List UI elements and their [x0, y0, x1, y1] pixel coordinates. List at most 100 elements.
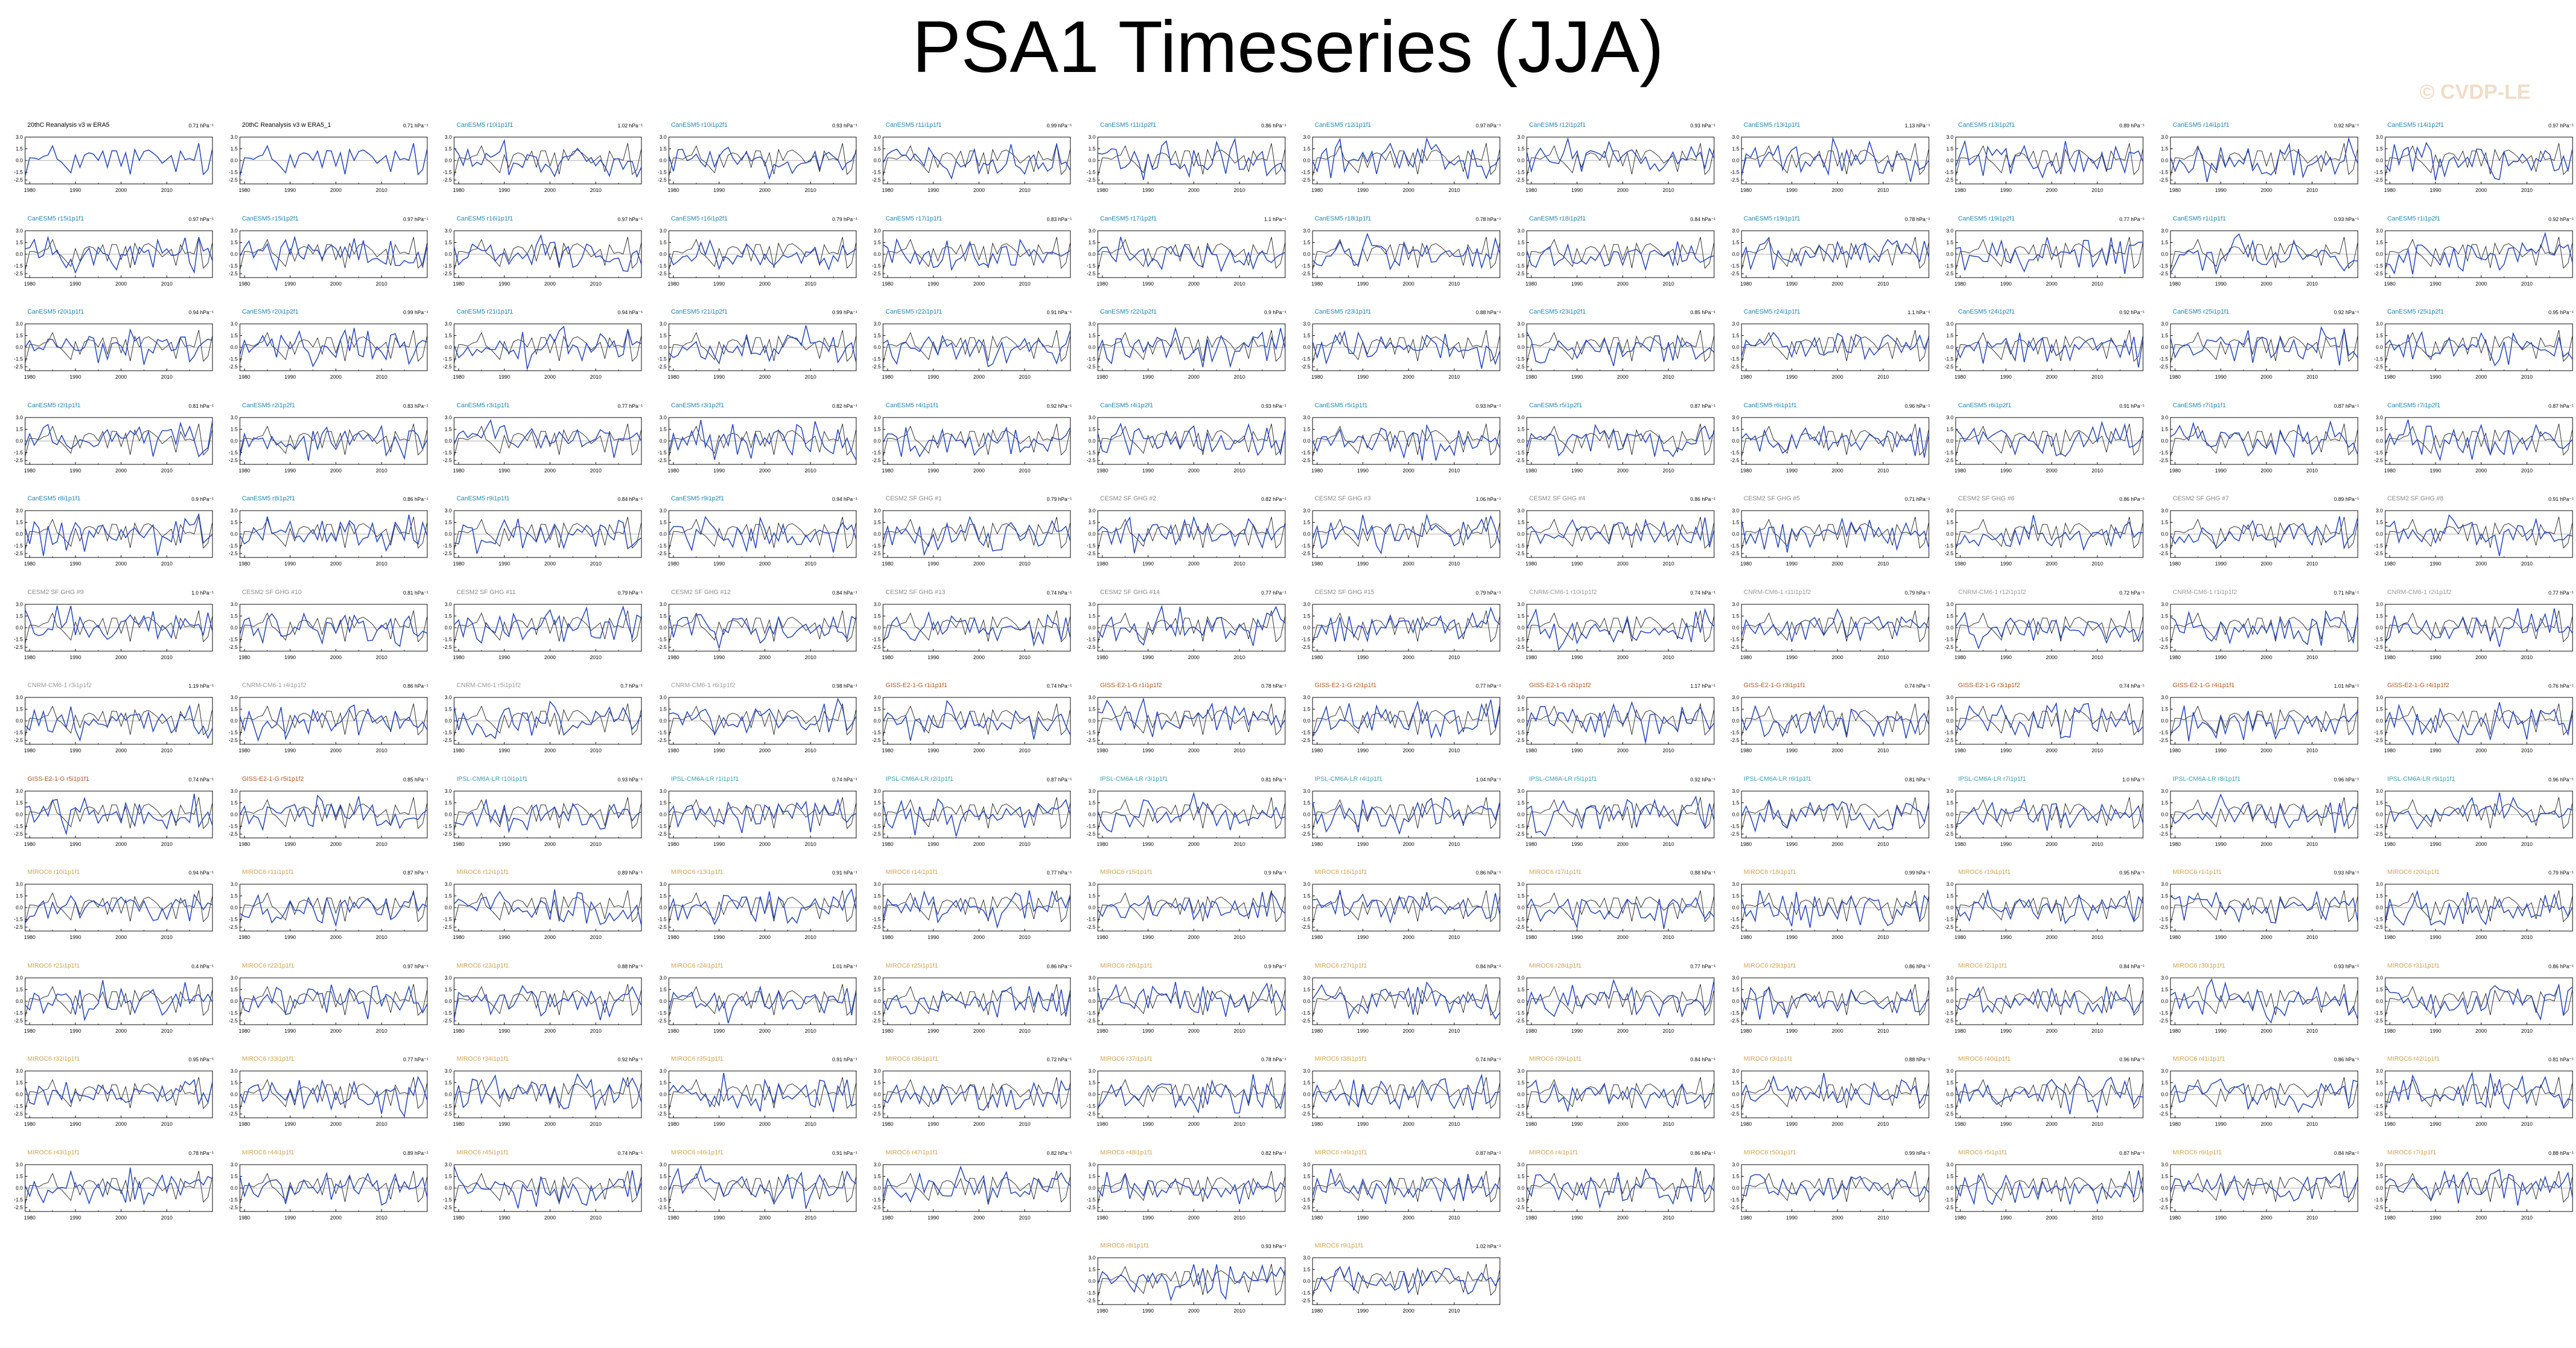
y-tick-label: 0.0	[1518, 1092, 1525, 1097]
panel-value: 1.01 hPa⁻¹	[2334, 683, 2359, 689]
x-tick-label: 2010	[1663, 934, 1674, 940]
x-tick-label: 1980	[1526, 374, 1537, 380]
y-tick-label: -2.5	[657, 364, 667, 370]
panel-title: 20thC Reanalysis v3 w ERA5_1	[242, 122, 331, 129]
y-tick-label: 1.5	[15, 800, 23, 805]
y-tick-label: -1.5	[1301, 263, 1310, 268]
x-tick-label: 1990	[713, 468, 725, 474]
panel-value: 0.85 hPa⁻¹	[1690, 310, 1716, 315]
x-tick-label: 2010	[2521, 655, 2533, 660]
x-tick-label: 2000	[759, 1121, 771, 1127]
y-tick-label: -1.5	[872, 356, 881, 362]
panel-value: 0.93 hPa⁻¹	[1261, 1243, 1286, 1249]
y-tick-label: 1.5	[1088, 986, 1096, 992]
x-tick-label: 1990	[2000, 1028, 2012, 1034]
x-tick-label: 1980	[2169, 561, 2181, 567]
x-tick-label: 1980	[2169, 374, 2181, 380]
y-tick-label: 3.0	[1518, 975, 1525, 981]
x-tick-label: 2000	[2046, 1215, 2057, 1221]
model-series-line	[239, 235, 428, 271]
x-tick-label: 1980	[1955, 1215, 1966, 1221]
y-tick-label: 0.0	[1732, 251, 1739, 257]
timeseries-panel: MIROC6 r37i1p1f1 0.78 hPa⁻¹ 3.0 1.5 0.0 -1.5-…	[1075, 1054, 1290, 1140]
panel-value: 0.86 hPa⁻¹	[403, 683, 428, 689]
x-tick-label: 1990	[1357, 1215, 1369, 1221]
y-tick-label: 3.0	[15, 1068, 23, 1074]
y-tick-label: 3.0	[230, 788, 238, 794]
x-tick-label: 1980	[453, 187, 464, 193]
y-tick-label: 1.5	[1947, 1173, 1954, 1179]
x-tick-label: 1990	[2430, 655, 2441, 660]
model-series-line	[2170, 1172, 2358, 1202]
x-tick-label: 2010	[2306, 1121, 2318, 1127]
y-tick-label: 3.0	[2376, 1068, 2383, 1074]
obs-series-line	[1955, 143, 2144, 176]
timeseries-panel: MIROC6 r34i1p1f1 0.92 hPa⁻¹ 3.0 1.5 0.0 -1.5-…	[431, 1054, 646, 1140]
x-tick-label: 2010	[1449, 1028, 1460, 1034]
y-tick-label: -2.5	[1516, 1111, 1525, 1117]
y-tick-label: 1.5	[15, 613, 23, 619]
x-tick-label: 1980	[2384, 281, 2396, 287]
y-tick-label: -2.5	[1730, 551, 1739, 556]
y-tick-label: 1.5	[15, 239, 23, 245]
y-tick-label: 3.0	[659, 1162, 667, 1168]
y-tick-label: -2.5	[1301, 364, 1310, 370]
y-tick-label: 1.5	[445, 893, 452, 899]
y-tick-label: 0.0	[445, 344, 452, 350]
x-tick-label: 1990	[1357, 841, 1369, 847]
y-tick-label: 3.0	[15, 228, 23, 234]
y-tick-label: -2.5	[872, 1205, 881, 1210]
obs-series-line	[668, 1170, 857, 1204]
obs-series-line	[2170, 143, 2358, 176]
y-tick-label: -2.5	[1301, 271, 1310, 276]
model-series-line	[1741, 236, 1929, 270]
x-tick-label: 2000	[2261, 1028, 2272, 1034]
x-tick-label: 1980	[1526, 561, 1537, 567]
x-tick-label: 2010	[1877, 655, 1889, 660]
x-tick-label: 2000	[973, 655, 985, 660]
y-tick-label: 0.0	[1947, 625, 1954, 631]
y-tick-label: -1.5	[1086, 356, 1096, 362]
obs-series-line	[1741, 984, 1929, 1017]
y-tick-label: -2.5	[2374, 1018, 2383, 1024]
panel-value: 0.84 hPa⁻¹	[832, 589, 857, 596]
obs-series-line	[882, 1170, 1071, 1204]
y-tick-label: 0.0	[1947, 158, 1954, 163]
y-tick-label: 0.0	[445, 1185, 452, 1191]
model-series-line	[668, 146, 857, 180]
x-tick-label: 2000	[1832, 187, 1843, 193]
x-tick-label: 1980	[1740, 748, 1752, 753]
panel-value: 0.74 hPa⁻¹	[1475, 1057, 1501, 1062]
panel-title: CESM2 SF GHG #11	[456, 588, 516, 596]
obs-series-line	[668, 610, 857, 644]
y-tick-label: 3.0	[2376, 321, 2383, 327]
y-tick-label: 0.0	[2376, 812, 2383, 817]
x-tick-label: 2000	[973, 841, 985, 847]
x-tick-label: 1990	[713, 281, 725, 287]
y-tick-label: -2.5	[2159, 737, 2168, 743]
y-tick-label: -1.5	[2159, 1197, 2168, 1202]
timeseries-panel: 20thC Reanalysis v3 w ERA5 0.71 hPa⁻¹ 3.0 1…	[2, 120, 217, 206]
x-tick-label: 1990	[1571, 1121, 1583, 1127]
model-series-line	[2385, 331, 2573, 367]
obs-series-line	[2385, 236, 2573, 270]
x-tick-label: 1990	[713, 1121, 725, 1127]
panel-title: CanESM5 r16i1p1f1	[456, 215, 513, 222]
x-tick-label: 2010	[1234, 1215, 1245, 1221]
y-tick-label: 3.0	[2376, 788, 2383, 794]
y-tick-label: 1.5	[659, 333, 667, 339]
obs-series-line	[1312, 703, 1500, 737]
panel-title: MIROC6 r1i1p1f1	[2173, 869, 2222, 876]
panel-value: 0.86 hPa⁻¹	[1690, 496, 1716, 502]
y-tick-label: 1.5	[1947, 239, 1954, 245]
y-tick-label: -2.5	[1516, 1018, 1525, 1024]
y-tick-label: -2.5	[1516, 737, 1525, 743]
